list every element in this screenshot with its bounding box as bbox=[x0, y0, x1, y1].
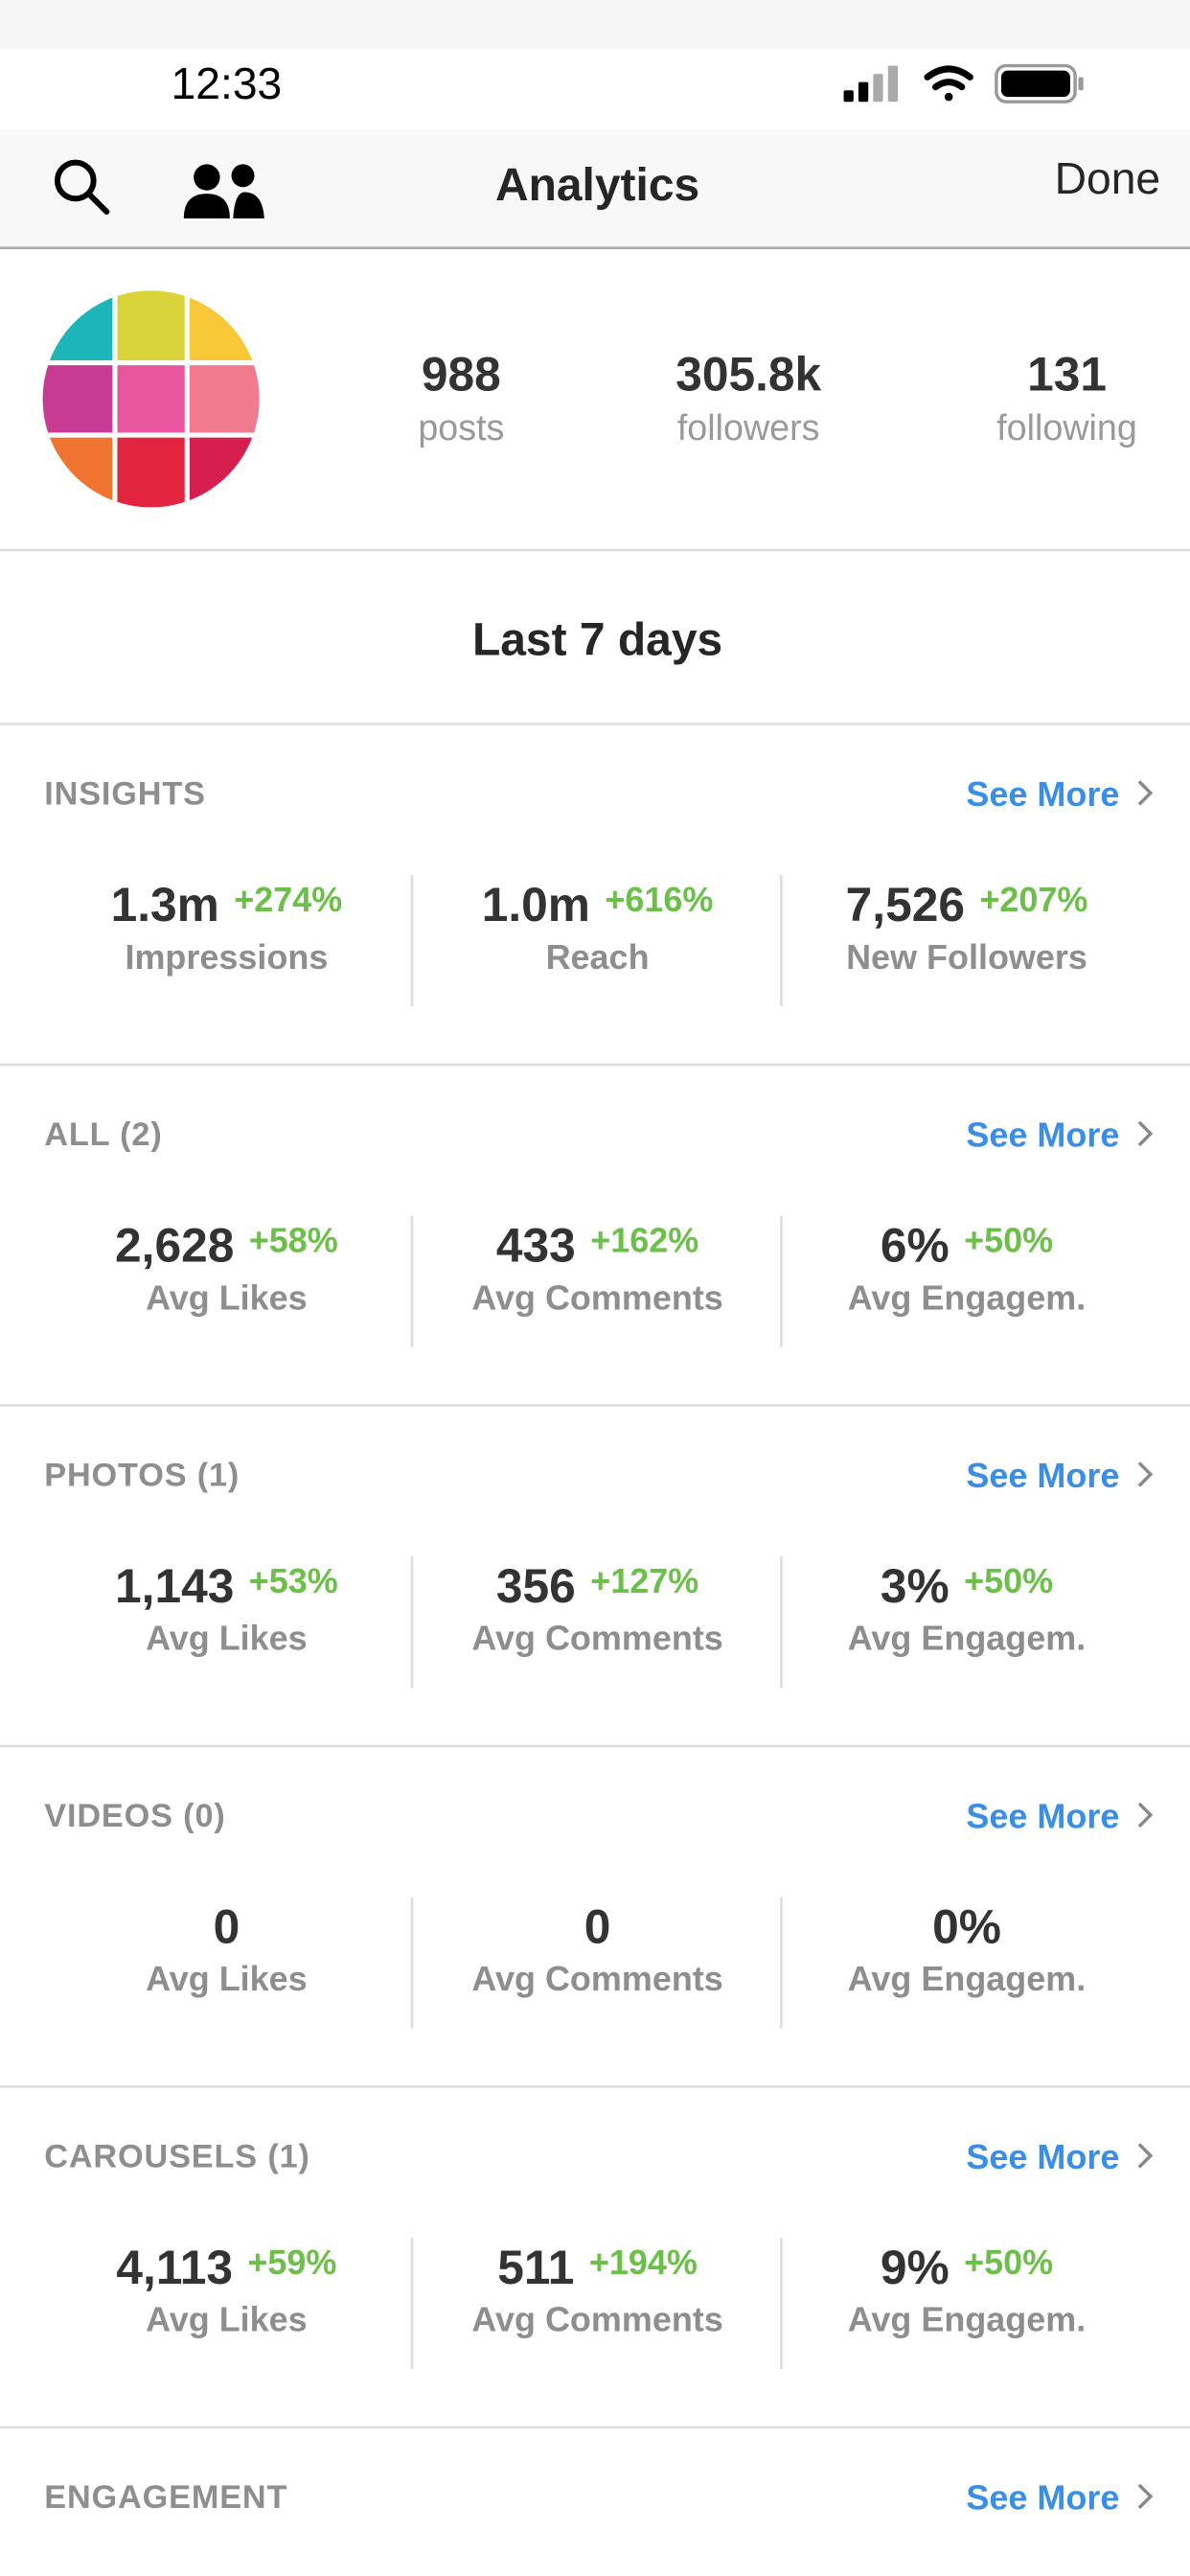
see-more[interactable]: See More bbox=[966, 1116, 1119, 1155]
metric-label: Avg Likes bbox=[146, 2300, 308, 2339]
metric-label: Avg Likes bbox=[146, 1277, 308, 1317]
done-button[interactable]: Done bbox=[1055, 153, 1161, 203]
metric-value: 6% bbox=[881, 1219, 950, 1273]
section-title: ALL (2) bbox=[44, 1116, 162, 1153]
metric-change: +127% bbox=[590, 1561, 698, 1600]
metric-change: +194% bbox=[589, 2242, 698, 2282]
battery-icon bbox=[995, 63, 1084, 104]
stat-value: 988 bbox=[422, 348, 501, 402]
metric-value: 1,143 bbox=[115, 1559, 234, 1613]
stat-value: 131 bbox=[1027, 348, 1107, 402]
metric-change: +274% bbox=[234, 880, 342, 919]
metric-value: 2,628 bbox=[115, 1219, 234, 1273]
metric-label: Avg Likes bbox=[146, 1959, 308, 1998]
metric-label: Impressions bbox=[125, 937, 328, 977]
metric-label: Avg Likes bbox=[146, 1619, 308, 1658]
metric-change: +207% bbox=[979, 880, 1087, 919]
metric-value: 356 bbox=[496, 1559, 576, 1613]
metric-value: 3% bbox=[881, 1559, 950, 1613]
see-more[interactable]: See More bbox=[966, 774, 1119, 814]
metric-label: Avg Comments bbox=[471, 1277, 722, 1317]
metric-change: +50% bbox=[964, 2242, 1053, 2282]
status-time: 12:33 bbox=[172, 58, 283, 108]
metric-value: 4,113 bbox=[116, 2241, 233, 2294]
chevron bbox=[1137, 1461, 1154, 1487]
signal-icon bbox=[843, 65, 899, 103]
metric-value: 1.0m bbox=[482, 878, 590, 932]
stat-label: following bbox=[996, 407, 1137, 448]
search-icon[interactable] bbox=[54, 159, 110, 216]
section-title: INSIGHTS bbox=[44, 775, 206, 812]
metric-label: Avg Engagem. bbox=[848, 2300, 1086, 2339]
metric-change: +616% bbox=[605, 880, 713, 919]
metric-label: Avg Engagem. bbox=[848, 1619, 1086, 1658]
people-icon[interactable] bbox=[183, 164, 264, 218]
top-strip bbox=[0, 0, 1190, 50]
see-more[interactable]: See More bbox=[966, 1456, 1119, 1495]
stat-value: 305.8k bbox=[675, 348, 821, 402]
metric-label: Avg Engagem. bbox=[848, 1277, 1086, 1317]
metric-value: 7,526 bbox=[846, 878, 965, 932]
metric-value: 0 bbox=[584, 1900, 611, 1954]
nav-title: Analytics bbox=[495, 160, 699, 211]
wifi-icon bbox=[924, 65, 973, 102]
metric-change: +162% bbox=[590, 1220, 698, 1259]
metric-change: +50% bbox=[964, 1561, 1053, 1600]
metric-label: Avg Comments bbox=[471, 2300, 722, 2339]
see-more[interactable]: See More bbox=[966, 1797, 1119, 1836]
metric-value: 1.3m bbox=[111, 878, 219, 932]
chevron bbox=[1137, 2143, 1154, 2169]
metric-change: +58% bbox=[249, 1220, 338, 1259]
period-label: Last 7 days bbox=[472, 615, 722, 666]
stat-label: followers bbox=[677, 407, 820, 448]
metric-value: 511 bbox=[497, 2241, 574, 2294]
metric-label: New Followers bbox=[846, 937, 1087, 977]
metric-label: Avg Comments bbox=[471, 1959, 722, 1998]
section-title: CAROUSELS (1) bbox=[44, 2138, 310, 2174]
metric-value: 0 bbox=[214, 1900, 240, 1954]
section-title: ENGAGEMENT bbox=[44, 2479, 287, 2516]
metric-change: +50% bbox=[964, 1220, 1053, 1259]
section-title: PHOTOS (1) bbox=[44, 1457, 240, 1493]
see-more[interactable]: See More bbox=[966, 2137, 1119, 2176]
metric-value: 433 bbox=[496, 1219, 576, 1273]
see-more[interactable]: See More bbox=[966, 2478, 1119, 2518]
stat-label: posts bbox=[418, 407, 504, 448]
nav-bar bbox=[0, 129, 1190, 248]
chevron bbox=[1137, 2483, 1154, 2510]
avatar bbox=[42, 290, 260, 508]
section-title: VIDEOS (0) bbox=[44, 1798, 225, 1834]
metric-value: 9% bbox=[881, 2241, 950, 2294]
metric-label: Avg Comments bbox=[471, 1619, 722, 1658]
metric-value: 0% bbox=[932, 1900, 1001, 1954]
chevron bbox=[1137, 1802, 1154, 1828]
metric-label: Reach bbox=[546, 937, 650, 977]
chevron bbox=[1137, 780, 1154, 806]
metric-label: Avg Engagem. bbox=[848, 1959, 1086, 1998]
metric-change: +53% bbox=[249, 1561, 338, 1600]
chevron bbox=[1137, 1120, 1154, 1147]
metric-change: +59% bbox=[247, 2242, 336, 2282]
